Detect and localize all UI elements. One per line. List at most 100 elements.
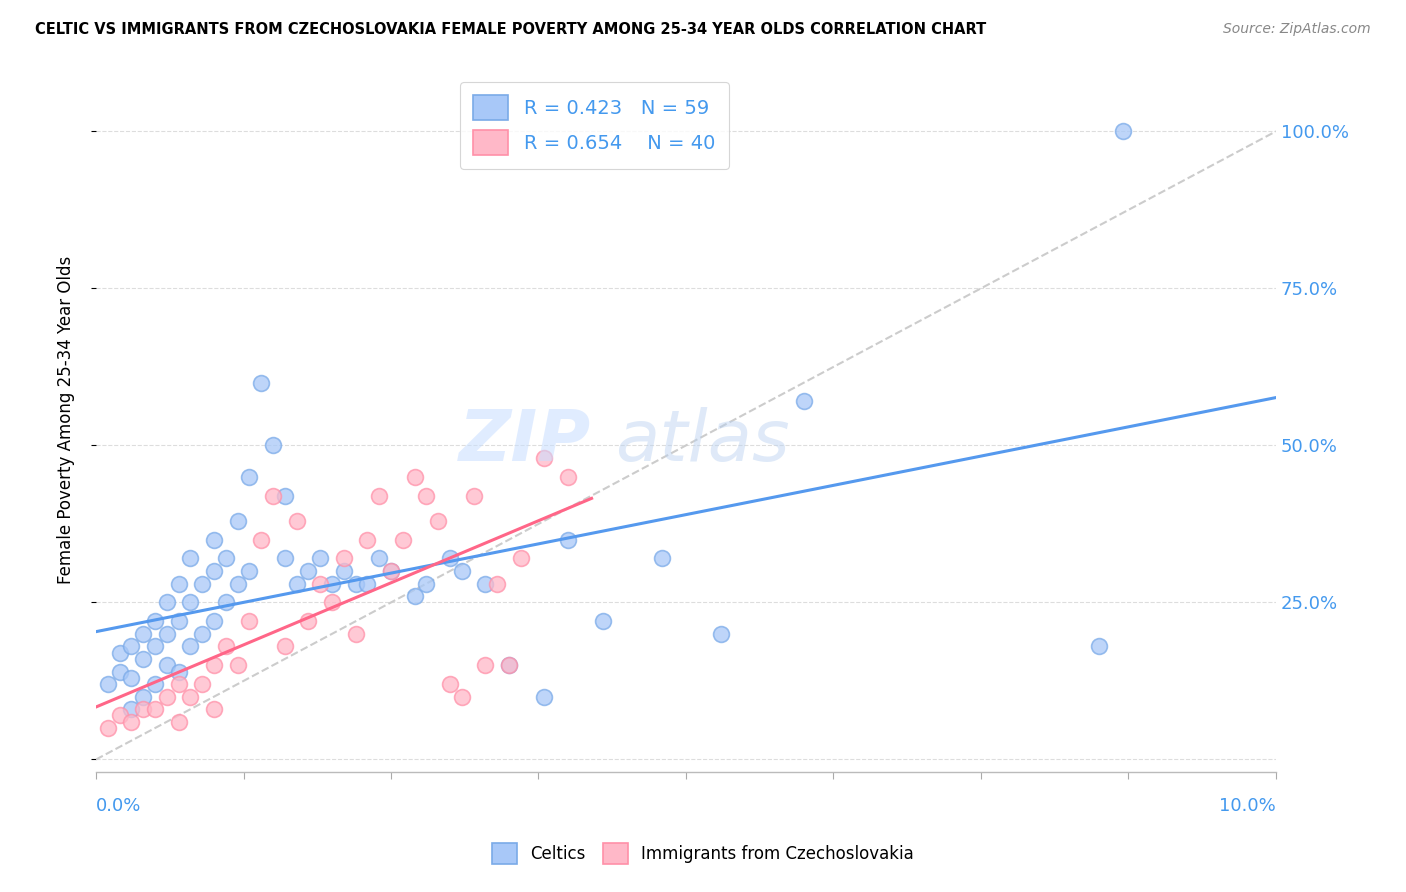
Point	[333, 551, 356, 566]
Point	[179, 690, 201, 704]
Point	[143, 614, 166, 628]
Point	[450, 690, 472, 704]
Point	[368, 489, 391, 503]
Point	[191, 677, 214, 691]
Point	[132, 652, 155, 666]
Point	[179, 551, 201, 566]
Point	[533, 690, 555, 704]
Text: 10.0%: 10.0%	[1219, 797, 1277, 815]
Legend: R = 0.423   N = 59, R = 0.654    N = 40: R = 0.423 N = 59, R = 0.654 N = 40	[460, 82, 728, 169]
Point	[356, 576, 378, 591]
Point	[108, 708, 131, 723]
Point	[557, 470, 579, 484]
Point	[156, 658, 179, 673]
Point	[285, 514, 308, 528]
Point	[226, 576, 249, 591]
Point	[274, 489, 297, 503]
Point	[250, 376, 273, 390]
Point	[309, 576, 332, 591]
Point	[120, 714, 142, 729]
Point	[238, 614, 260, 628]
Point	[450, 564, 472, 578]
Legend: Celtics, Immigrants from Czechoslovakia: Celtics, Immigrants from Czechoslovakia	[485, 837, 921, 871]
Point	[710, 627, 733, 641]
Point	[404, 470, 426, 484]
Point	[215, 595, 238, 609]
Point	[427, 514, 450, 528]
Point	[486, 576, 509, 591]
Point	[202, 702, 225, 716]
Point	[404, 589, 426, 603]
Point	[215, 551, 238, 566]
Point	[498, 658, 520, 673]
Point	[132, 702, 155, 716]
Point	[156, 627, 179, 641]
Point	[120, 671, 142, 685]
Point	[167, 714, 190, 729]
Point	[167, 665, 190, 679]
Point	[474, 576, 496, 591]
Point	[285, 576, 308, 591]
Point	[793, 394, 815, 409]
Point	[415, 489, 437, 503]
Point	[156, 690, 179, 704]
Point	[191, 627, 214, 641]
Point	[651, 551, 673, 566]
Point	[498, 658, 520, 673]
Point	[321, 576, 343, 591]
Point	[226, 658, 249, 673]
Point	[132, 690, 155, 704]
Point	[97, 721, 120, 735]
Point	[156, 595, 179, 609]
Point	[463, 489, 485, 503]
Point	[250, 533, 273, 547]
Text: atlas: atlas	[616, 407, 790, 475]
Y-axis label: Female Poverty Among 25-34 Year Olds: Female Poverty Among 25-34 Year Olds	[58, 256, 75, 584]
Point	[509, 551, 531, 566]
Point	[557, 533, 579, 547]
Point	[1111, 124, 1133, 138]
Text: Source: ZipAtlas.com: Source: ZipAtlas.com	[1223, 22, 1371, 37]
Point	[202, 614, 225, 628]
Point	[132, 627, 155, 641]
Point	[262, 489, 284, 503]
Point	[333, 564, 356, 578]
Point	[439, 677, 461, 691]
Point	[238, 564, 260, 578]
Point	[380, 564, 402, 578]
Point	[592, 614, 614, 628]
Point	[344, 576, 367, 591]
Point	[167, 614, 190, 628]
Point	[368, 551, 391, 566]
Point	[391, 533, 413, 547]
Text: ZIP: ZIP	[460, 407, 592, 475]
Point	[321, 595, 343, 609]
Point	[120, 702, 142, 716]
Point	[344, 627, 367, 641]
Point	[191, 576, 214, 591]
Point	[179, 595, 201, 609]
Point	[143, 702, 166, 716]
Point	[533, 450, 555, 465]
Point	[120, 640, 142, 654]
Point	[238, 470, 260, 484]
Text: 0.0%: 0.0%	[96, 797, 142, 815]
Point	[380, 564, 402, 578]
Point	[297, 614, 319, 628]
Point	[356, 533, 378, 547]
Point	[309, 551, 332, 566]
Point	[167, 576, 190, 591]
Point	[215, 640, 238, 654]
Point	[108, 665, 131, 679]
Point	[167, 677, 190, 691]
Point	[143, 640, 166, 654]
Point	[202, 533, 225, 547]
Point	[143, 677, 166, 691]
Point	[474, 658, 496, 673]
Point	[439, 551, 461, 566]
Point	[202, 564, 225, 578]
Point	[1088, 640, 1111, 654]
Point	[202, 658, 225, 673]
Point	[97, 677, 120, 691]
Point	[274, 551, 297, 566]
